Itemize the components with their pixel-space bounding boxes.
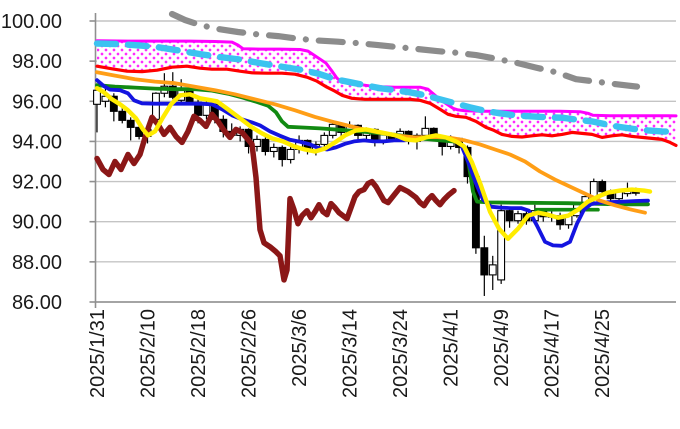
candle-body-down bbox=[598, 181, 607, 193]
candle bbox=[598, 179, 607, 195]
candle-body-down bbox=[126, 119, 135, 128]
series-ma-orange bbox=[95, 70, 647, 215]
candle-body-down bbox=[118, 110, 127, 121]
x-axis-label: 2025/2/26 bbox=[239, 309, 261, 398]
x-axis-label: 2025/2/10 bbox=[138, 309, 160, 398]
y-axis-label: 94.00 bbox=[12, 131, 62, 153]
candle-body-up bbox=[421, 127, 430, 136]
lagging-span-maroon-line bbox=[94, 111, 457, 283]
y-axis-label: 90.00 bbox=[12, 212, 62, 234]
candle bbox=[93, 87, 101, 133]
candle bbox=[261, 137, 270, 156]
candle-body-up bbox=[488, 264, 497, 276]
candle-body-up bbox=[514, 213, 522, 222]
series-cloud-top-magenta bbox=[95, 39, 678, 118]
series-lagging-span-maroon bbox=[94, 111, 457, 283]
series-baseline-cyan-dashed bbox=[93, 40, 676, 136]
candle-body-up bbox=[269, 146, 278, 153]
x-axis-label: 2025/4/17 bbox=[542, 309, 564, 398]
candle-body-down bbox=[480, 247, 489, 276]
y-axis-label: 96.00 bbox=[12, 91, 62, 113]
candle bbox=[480, 235, 489, 296]
candle bbox=[514, 210, 522, 224]
baseline-cyan-dashed-line bbox=[93, 40, 676, 136]
y-axis-labels: 100.00 98.00 96.00 94.00 92.00 90.00 88.00 86.0… bbox=[1, 11, 62, 314]
candle-body-up bbox=[286, 148, 295, 161]
candle-body-down bbox=[505, 210, 514, 222]
x-axis-labels: 2025/1/31 2025/2/10 2025/2/18 2025/2/26 2025… bbox=[87, 309, 614, 398]
y-axis-label: 88.00 bbox=[12, 252, 62, 274]
series-cloud-bottom-red bbox=[95, 64, 678, 147]
candle-body-up bbox=[497, 210, 506, 281]
candle-body-up bbox=[93, 89, 101, 105]
candle-body-up bbox=[320, 134, 329, 145]
y-axis-label: 86.00 bbox=[12, 292, 62, 314]
x-axis-label: 2025/2/18 bbox=[188, 309, 210, 398]
ma-blue-line bbox=[95, 78, 650, 248]
series-ma-yellow bbox=[94, 85, 653, 242]
candle bbox=[168, 72, 177, 100]
y-axis-label: 98.00 bbox=[12, 51, 62, 73]
candle-body-down bbox=[168, 85, 177, 98]
candle bbox=[126, 117, 135, 141]
candle bbox=[160, 73, 169, 98]
x-axis-label: 2025/3/24 bbox=[390, 309, 412, 398]
series-trend-gray-dashdot bbox=[168, 10, 641, 90]
y-axis-label: 92.00 bbox=[12, 172, 62, 194]
candle bbox=[320, 132, 329, 148]
candle bbox=[497, 204, 506, 284]
x-axis-label: 2025/3/6 bbox=[289, 309, 311, 387]
cloud-bottom-red-line bbox=[95, 64, 678, 147]
candle-body-down bbox=[278, 146, 287, 161]
y-axis-label: 100.00 bbox=[1, 11, 62, 33]
cloud-top-magenta-line bbox=[95, 39, 678, 118]
candle bbox=[278, 145, 287, 167]
trend-gray-dashdot-line bbox=[168, 10, 641, 90]
x-axis-label: 2025/1/31 bbox=[87, 309, 109, 398]
candle bbox=[488, 255, 497, 290]
x-axis-label: 2025/4/9 bbox=[491, 309, 513, 387]
series-ma-blue bbox=[95, 78, 650, 248]
candle bbox=[118, 106, 127, 124]
candle bbox=[286, 146, 295, 164]
candle-body-down bbox=[261, 138, 270, 153]
x-axis-label: 2025/3/14 bbox=[340, 309, 362, 398]
x-axis-label: 2025/4/25 bbox=[592, 309, 614, 398]
x-axis-label: 2025/4/1 bbox=[441, 309, 463, 387]
ma-yellow-line bbox=[94, 85, 653, 242]
candle bbox=[505, 207, 514, 228]
candle bbox=[269, 143, 278, 158]
ma-orange-line bbox=[95, 70, 647, 215]
